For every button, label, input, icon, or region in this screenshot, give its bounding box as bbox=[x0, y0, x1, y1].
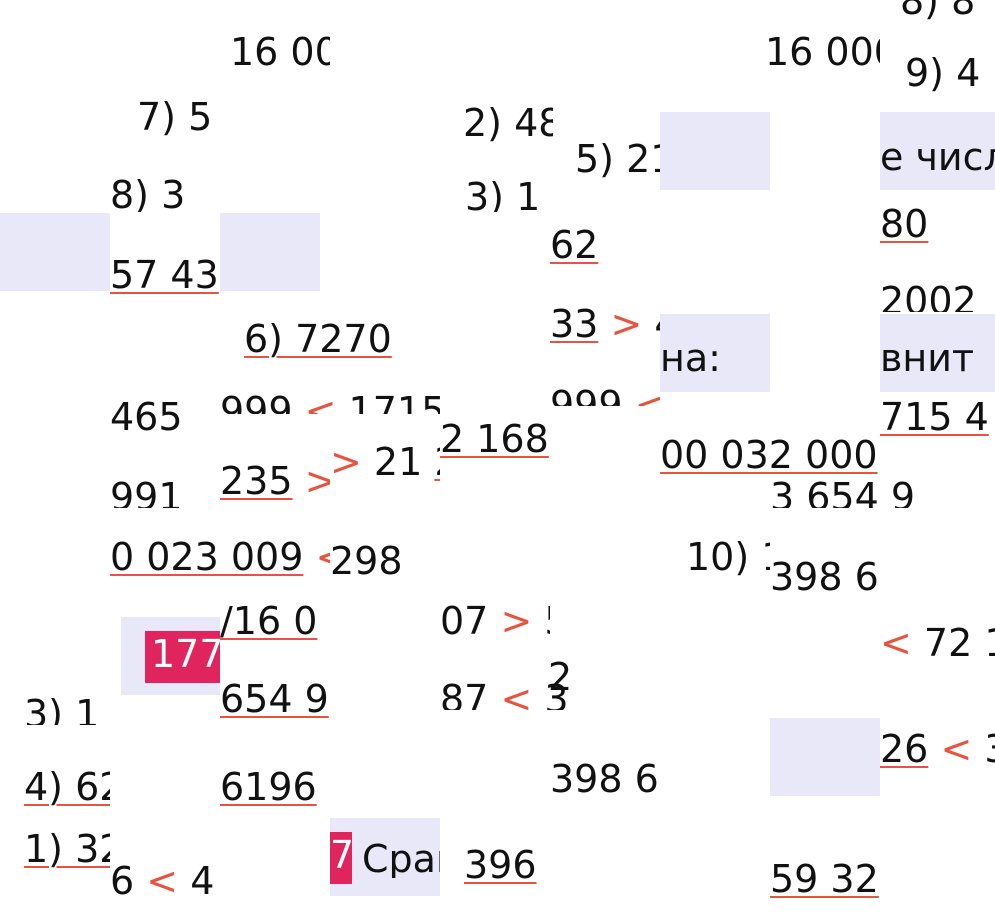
fragment-12: 57 43 bbox=[110, 256, 219, 294]
fragment-40: 2 bbox=[548, 658, 573, 696]
tile-5 bbox=[660, 314, 770, 392]
fragment-3: 8) 8 bbox=[900, 0, 995, 20]
fragment-39: 87 < 3 bbox=[440, 680, 569, 710]
fragment-17: на: bbox=[660, 339, 721, 377]
fragment-19: 465 bbox=[110, 398, 183, 436]
fragment-35: < 72 1 bbox=[880, 624, 995, 662]
fragment-34: 07 > 5 bbox=[440, 602, 550, 640]
fragment-15: 6) 7270 bbox=[244, 320, 392, 358]
tile-3 bbox=[0, 213, 110, 291]
fragment-11: 80 bbox=[880, 205, 929, 243]
fragment-37: 3) 1 bbox=[24, 695, 100, 725]
fragment-5: 7) 5 bbox=[137, 98, 213, 136]
fragment-2: 16 000 bbox=[765, 33, 880, 71]
fragment-46: 6 < 4 3 bbox=[110, 862, 220, 900]
fragment-6: 2) 48 bbox=[463, 104, 553, 142]
fragment-10: 3) 1 bbox=[465, 178, 541, 212]
fragment-32: 398 6 bbox=[770, 558, 879, 596]
fragment-30: 298 bbox=[330, 542, 403, 580]
fragment-44: 398 6 bbox=[550, 760, 659, 798]
fragment-33: /16 0 bbox=[220, 602, 318, 640]
badge-177: 177 bbox=[145, 631, 220, 683]
fragment-41: 26 < 3 bbox=[880, 730, 995, 768]
tile-1 bbox=[660, 112, 770, 190]
fragment-38: 654 9 bbox=[220, 680, 329, 718]
fragment-22: 2 168 bbox=[440, 420, 549, 458]
fragment-8: е числ bbox=[880, 138, 995, 176]
fragment-42: 4) 62 bbox=[24, 768, 110, 806]
fragment-18: внит bbox=[880, 339, 975, 377]
fragment-29: 0 023 009 < bbox=[110, 538, 330, 576]
fragment-49: 396 bbox=[464, 846, 537, 884]
tile-8 bbox=[770, 718, 880, 796]
fragment-1: 16 00 bbox=[230, 33, 330, 71]
fragment-7: 5) 21 bbox=[575, 140, 660, 178]
fragment-27: > 21 2 bbox=[330, 443, 440, 481]
fragment-50: 59 32 bbox=[770, 860, 879, 898]
fragment-48: Срав bbox=[362, 840, 440, 878]
badge-7: 7 bbox=[330, 832, 352, 884]
tile-4 bbox=[220, 213, 320, 291]
fragment-13: 62 bbox=[550, 226, 599, 264]
tile-6 bbox=[880, 314, 995, 392]
fragment-4: 9) 4 bbox=[905, 54, 981, 92]
fragment-26: 235 > bbox=[220, 462, 330, 500]
fragment-20: 999 < 1715 bbox=[220, 392, 440, 414]
fragment-31: 10) 1 bbox=[686, 538, 770, 576]
fragment-25: 991 bbox=[110, 478, 183, 508]
fragment-45: 1) 32 bbox=[24, 830, 110, 868]
fragment-9: 8) 3 bbox=[110, 176, 186, 212]
fragment-21: 999 < bbox=[550, 386, 660, 406]
fragment-16: 33 > 4 bbox=[550, 305, 660, 343]
fragment-28: 3 654 9 bbox=[770, 478, 916, 508]
tile-2 bbox=[880, 112, 995, 190]
fragment-43: 6196 bbox=[220, 768, 317, 806]
fragment-14: 2002 bbox=[880, 282, 977, 312]
fragment-23: 00 032 000 bbox=[660, 436, 878, 474]
fragment-24: 715 4 bbox=[880, 398, 989, 436]
